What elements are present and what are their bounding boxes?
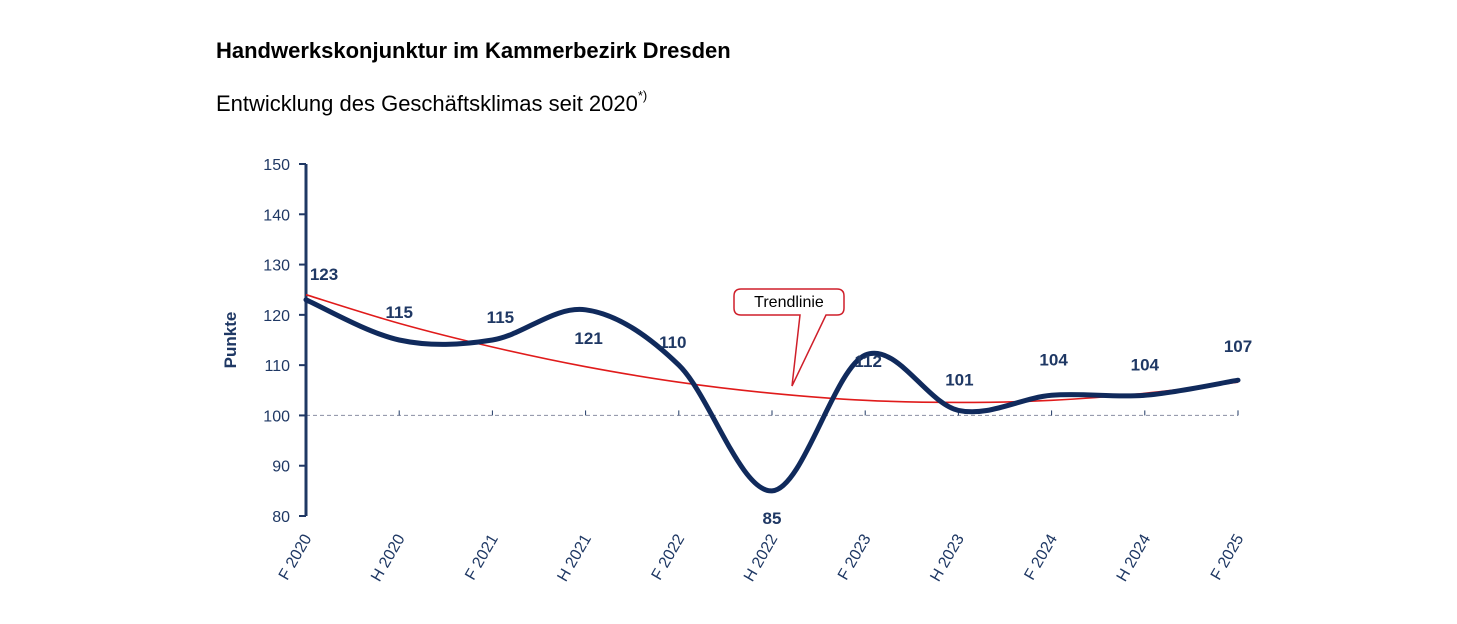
y-tick-label: 150 bbox=[263, 157, 290, 174]
data-label: 110 bbox=[659, 333, 686, 352]
data-label: 121 bbox=[574, 329, 602, 348]
y-tick-label: 140 bbox=[263, 207, 290, 224]
trendline-callout: Trendlinie bbox=[733, 288, 845, 387]
chart-subtitle: Entwicklung des Geschäftsklimas seit 202… bbox=[216, 91, 638, 116]
trend-line bbox=[305, 293, 1239, 404]
y-tick-label: 120 bbox=[263, 308, 290, 325]
y-tick-label: 80 bbox=[272, 509, 290, 526]
data-label: 107 bbox=[1224, 337, 1252, 356]
x-tick-label: F 2022 bbox=[649, 531, 689, 583]
series-line-geschaeftsklima bbox=[303, 297, 1241, 494]
x-tick-label: F 2023 bbox=[835, 531, 875, 583]
y-tick-label: 110 bbox=[264, 358, 290, 375]
x-tick-label: H 2021 bbox=[555, 531, 596, 584]
data-label: 104 bbox=[1039, 350, 1068, 369]
x-tick-label: F 2024 bbox=[1021, 531, 1061, 583]
y-axis-label: Punkte bbox=[221, 312, 240, 369]
callout-label: Trendlinie bbox=[754, 294, 824, 311]
data-label: 115 bbox=[487, 308, 514, 327]
data-label: 104 bbox=[1131, 355, 1160, 374]
x-tick-label: H 2024 bbox=[1114, 531, 1155, 584]
x-tick-label: H 2022 bbox=[741, 531, 782, 584]
x-tick-label: H 2023 bbox=[927, 531, 968, 584]
data-label: 115 bbox=[385, 303, 412, 322]
chart-subtitle-footnote-mark: *) bbox=[638, 88, 647, 103]
y-tick-label: 130 bbox=[263, 258, 290, 275]
y-tick-label: 100 bbox=[263, 408, 290, 425]
x-tick-label: F 2021 bbox=[462, 531, 502, 583]
x-tick-label: H 2020 bbox=[368, 531, 409, 584]
data-label: 101 bbox=[945, 370, 973, 389]
chart-subtitle-line: Entwicklung des Geschäftsklimas seit 202… bbox=[216, 88, 647, 116]
data-label: 123 bbox=[310, 265, 338, 284]
x-tick-label: F 2020 bbox=[276, 531, 316, 583]
data-label: 112 bbox=[854, 352, 881, 371]
plot-area: F 2020 H 2020 F 2021 H 2021 F 2022 H 2022 F 20… bbox=[263, 157, 1252, 585]
x-tick-label: F 2025 bbox=[1208, 531, 1248, 583]
callout-box bbox=[733, 288, 845, 387]
y-tick-label: 90 bbox=[272, 459, 290, 476]
data-label: 85 bbox=[763, 509, 782, 528]
chart-title: Handwerkskonjunktur im Kammerbezirk Dres… bbox=[216, 38, 731, 63]
